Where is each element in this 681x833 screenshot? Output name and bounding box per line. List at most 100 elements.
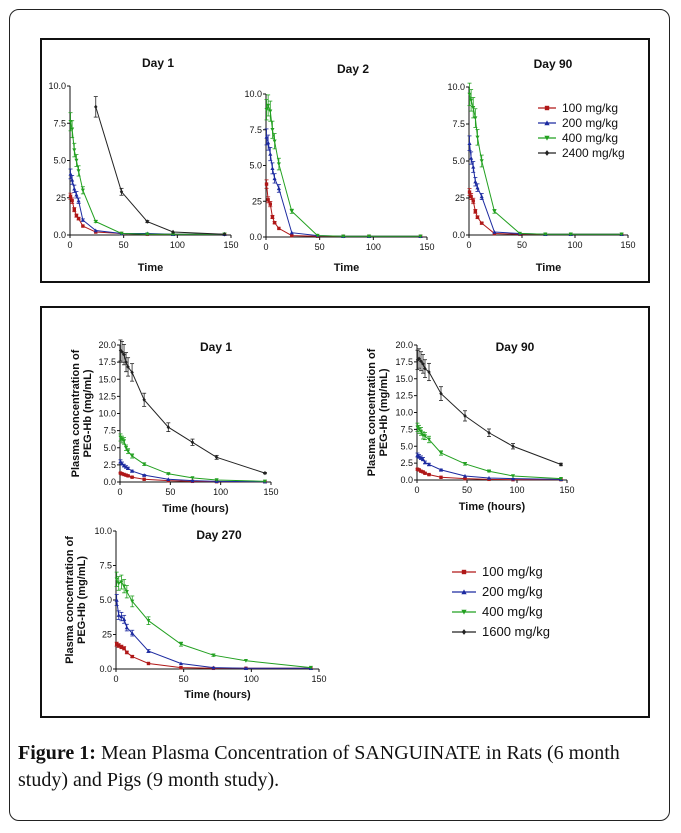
data-point <box>475 135 480 140</box>
legend-marker <box>544 105 550 111</box>
data-point <box>418 234 423 239</box>
data-point <box>479 159 484 164</box>
series-200 <box>68 168 227 236</box>
y-axis-label: PEG-Hb (mg/mL) <box>378 368 390 456</box>
data-point <box>122 472 126 477</box>
data-point <box>166 472 171 476</box>
legend-marker <box>544 135 550 141</box>
data-point <box>72 186 77 191</box>
data-point <box>439 391 443 396</box>
data-point <box>268 109 273 114</box>
data-point <box>166 424 171 430</box>
y-tick-label: 15.0 <box>98 374 116 384</box>
series-200 <box>415 452 564 482</box>
data-point <box>276 162 281 167</box>
chart-rat-day1: 0 50 100 150 0.0 25 5.0 7.5 10.0 Day 1 Time <box>48 56 238 274</box>
legend-label: 1600 mg/kg <box>482 624 550 639</box>
data-point <box>178 661 183 666</box>
data-point <box>479 194 484 199</box>
y-tick-label: 2.5 <box>103 460 116 470</box>
data-point <box>122 352 126 357</box>
data-point <box>272 139 277 144</box>
data-point <box>124 625 129 630</box>
series-line <box>469 191 622 235</box>
data-point <box>70 199 74 203</box>
data-point <box>171 229 175 235</box>
data-point <box>486 475 492 480</box>
series-400 <box>118 433 267 484</box>
legend: 100 mg/kg 200 mg/kg 400 mg/kg 1600 mg/kg <box>452 564 550 639</box>
data-point <box>268 152 273 156</box>
y-tick-label: 10.0 <box>98 409 116 419</box>
legend-label: 2400 mg/kg <box>562 146 625 160</box>
data-point <box>70 177 75 182</box>
x-axis-label: Time <box>536 262 561 274</box>
data-point <box>130 370 134 375</box>
data-point <box>81 224 85 228</box>
data-point <box>68 171 73 176</box>
data-point <box>243 666 248 671</box>
data-point <box>93 228 98 233</box>
series-line <box>95 106 225 235</box>
data-point <box>119 437 125 442</box>
data-point <box>68 194 73 198</box>
x-tick-label: 0 <box>117 487 122 497</box>
data-point <box>559 462 563 467</box>
data-point <box>93 219 98 224</box>
y-tick-label: 0.0 <box>452 230 465 240</box>
data-point <box>420 457 426 461</box>
data-point <box>190 476 195 480</box>
legend-marker <box>461 589 467 595</box>
chart-rat-day90: 0 50 100 150 0.0 25 5.0 7.5 10.0 Day 90 Time 100 mg… <box>447 57 635 274</box>
data-point <box>487 430 491 435</box>
data-point <box>462 462 468 466</box>
y-axis-label: Plasma concentration of <box>70 349 82 477</box>
y-tick-label: 0.0 <box>53 230 66 240</box>
chart-pig-day1: 0 50 100 150 0.0 2.5 5.0 7.5 10.0 12.5 15.0 17.5 20.… <box>70 339 279 515</box>
series-line <box>70 121 225 235</box>
series-line <box>266 136 421 237</box>
data-point <box>119 645 124 649</box>
data-point <box>114 642 119 646</box>
data-point <box>469 98 474 103</box>
data-point <box>190 478 195 483</box>
series-high <box>415 348 563 467</box>
x-tick-label: 50 <box>315 242 325 252</box>
data-point <box>130 475 134 479</box>
data-point <box>142 477 146 481</box>
data-point <box>262 479 267 484</box>
data-point <box>264 182 269 186</box>
data-point <box>471 164 476 169</box>
data-point <box>145 232 150 237</box>
y-tick-label: 7.5 <box>400 424 413 434</box>
data-point <box>94 104 98 110</box>
chart-pig-day270: 0 50 100 150 0.0 25 5.0 7.5 10.0 Day 270 Time (hou… <box>64 526 550 701</box>
data-point <box>146 619 151 623</box>
y-tick-label: 7.5 <box>99 561 112 571</box>
y-tick-label: 17.5 <box>98 357 116 367</box>
x-tick-label: 0 <box>67 240 72 250</box>
data-point <box>426 437 432 442</box>
data-point <box>268 202 272 206</box>
series-line <box>116 599 311 669</box>
data-point <box>76 198 81 203</box>
y-tick-label: 10.0 <box>244 89 262 99</box>
data-point <box>74 213 79 218</box>
data-point <box>272 176 277 181</box>
y-tick-label: 7.5 <box>53 118 66 128</box>
data-point <box>511 444 515 449</box>
pig-panel-frame <box>40 306 650 718</box>
data-point <box>114 577 119 582</box>
data-point <box>76 216 81 221</box>
data-point <box>74 158 79 163</box>
x-axis-label: Time (hours) <box>459 501 526 513</box>
y-tick-label: 0.0 <box>99 664 112 674</box>
data-point <box>469 194 473 199</box>
data-point <box>124 359 128 365</box>
x-tick-label: 100 <box>366 242 381 252</box>
series-high <box>118 339 267 476</box>
x-tick-label: 150 <box>223 240 238 250</box>
data-point <box>439 475 443 479</box>
data-point <box>117 643 121 648</box>
